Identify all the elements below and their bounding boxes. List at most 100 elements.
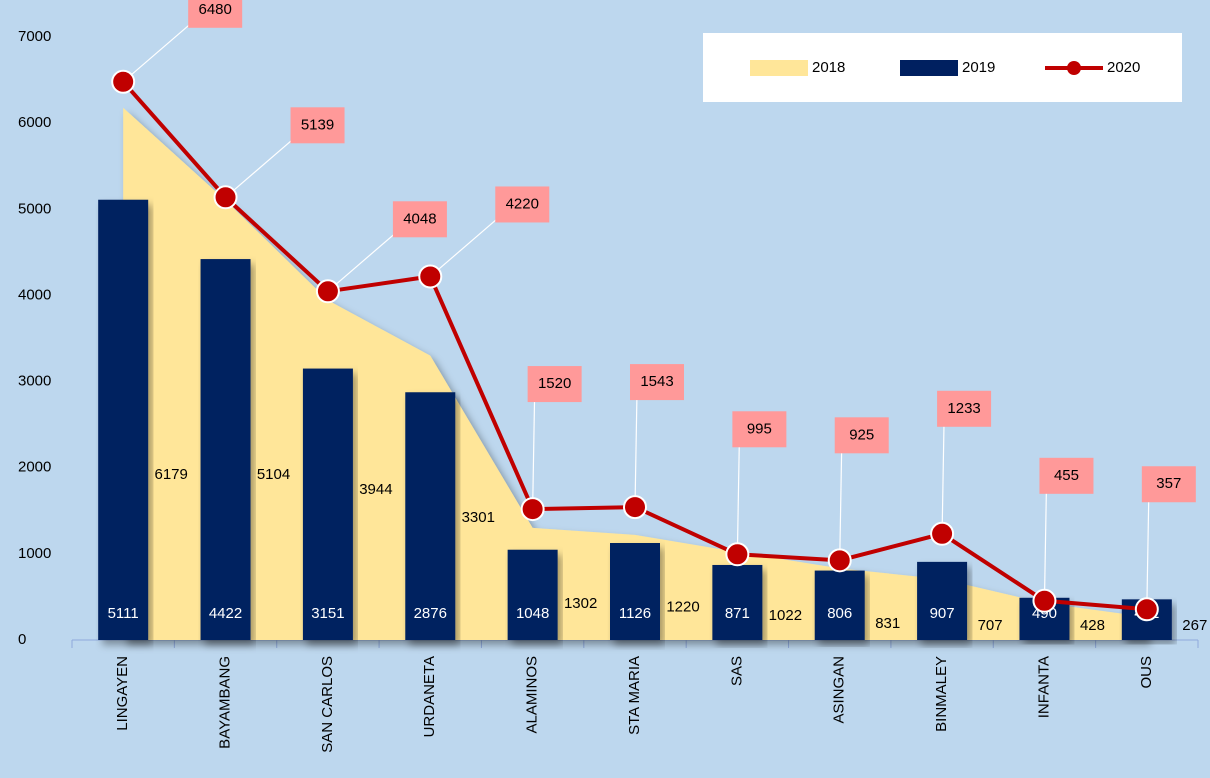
bar — [712, 564, 763, 640]
x-tick-label: OUS — [1138, 656, 1155, 689]
y-tick-label: 7000 — [18, 28, 51, 45]
data-label: 6179 — [154, 466, 187, 483]
label-box — [290, 107, 345, 144]
bar — [98, 199, 149, 640]
marker — [213, 185, 238, 210]
y-tick-label: 3000 — [18, 373, 51, 390]
data-label: 267 — [1182, 617, 1207, 634]
label-box — [527, 366, 582, 403]
label-box — [630, 364, 684, 401]
data-label: 6480 — [198, 1, 231, 18]
data-label: 4422 — [209, 605, 242, 622]
label-box — [937, 390, 992, 427]
data-label: 428 — [1080, 617, 1105, 634]
label-box — [834, 417, 889, 454]
data-label: 806 — [827, 605, 852, 622]
data-label: 907 — [930, 605, 955, 622]
data-label: 1048 — [516, 605, 549, 622]
bar — [302, 368, 353, 640]
label-box — [392, 201, 447, 238]
label-box — [732, 411, 787, 448]
marker — [930, 521, 955, 546]
data-label: 1022 — [769, 607, 802, 624]
x-tick-label: LINGAYEN — [114, 656, 131, 731]
y-tick-label: 6000 — [18, 114, 51, 131]
bar — [405, 392, 456, 640]
bar — [814, 570, 865, 640]
x-tick-label: SAN CARLOS — [319, 656, 336, 753]
bar — [917, 561, 968, 640]
marker — [1134, 597, 1159, 622]
bar — [507, 549, 558, 640]
x-tick-label: ASINGAN — [831, 656, 848, 724]
label-box — [495, 186, 550, 223]
leader-line — [429, 214, 503, 277]
marker — [315, 279, 340, 304]
leader-line — [736, 439, 740, 555]
legend-swatch — [1067, 61, 1081, 75]
label-box — [188, 0, 243, 28]
y-tick-label: 2000 — [18, 459, 51, 476]
x-tick-label: INFANTA — [1035, 656, 1052, 718]
marker — [725, 542, 750, 567]
bar — [200, 259, 251, 640]
data-label: 357 — [1156, 475, 1181, 492]
leader-line — [1146, 494, 1150, 610]
marker — [827, 548, 852, 573]
leader-line — [122, 19, 196, 83]
y-tick-label: 5000 — [18, 200, 51, 217]
data-label: 1302 — [564, 595, 597, 612]
leader-line — [1043, 485, 1048, 601]
area — [123, 107, 1147, 641]
x-tick-label: BINMALEY — [933, 656, 950, 732]
data-label: 1520 — [538, 375, 571, 392]
x-tick-label: SAS — [728, 656, 745, 686]
data-label: 925 — [849, 426, 874, 443]
data-label: 1220 — [666, 598, 699, 615]
data-label: 3301 — [462, 509, 495, 526]
x-tick-label: BAYAMBANG — [217, 656, 234, 749]
data-label: 4220 — [506, 195, 539, 212]
leader-line — [532, 394, 536, 510]
legend-label: 2018 — [812, 59, 845, 76]
data-label: 3151 — [311, 605, 344, 622]
data-label: 5104 — [257, 466, 290, 483]
data-label: 5139 — [301, 116, 334, 133]
marker — [111, 69, 136, 94]
data-label: 1233 — [947, 400, 980, 417]
legend-swatch — [750, 60, 808, 76]
label-box — [1141, 466, 1196, 503]
data-label: 3944 — [359, 481, 392, 498]
leader-line — [225, 134, 298, 198]
data-label: 1126 — [619, 605, 651, 622]
x-tick-label: URDANETA — [421, 656, 438, 737]
bar — [610, 543, 660, 640]
data-label: 871 — [725, 605, 750, 622]
y-tick-label: 0 — [18, 631, 26, 648]
label-box — [1039, 457, 1094, 494]
data-label: 831 — [875, 615, 900, 632]
marker — [1032, 588, 1057, 613]
marker — [520, 497, 545, 522]
marker — [418, 264, 443, 289]
y-tick-label: 4000 — [18, 286, 51, 303]
legend-swatch — [900, 60, 958, 76]
data-label: 1543 — [640, 373, 673, 390]
data-label: 707 — [978, 617, 1003, 634]
marker — [623, 495, 647, 520]
leader-line — [327, 228, 401, 292]
x-tick-label: STA MARIA — [626, 656, 643, 735]
data-label: 4048 — [403, 210, 436, 227]
data-label: 2876 — [414, 605, 447, 622]
leader-line — [839, 445, 843, 561]
data-label: 5111 — [108, 605, 139, 622]
data-label: 995 — [747, 420, 772, 437]
x-tick-label: ALAMINOS — [524, 656, 541, 734]
y-tick-label: 1000 — [18, 545, 51, 562]
data-label: 455 — [1054, 467, 1079, 484]
leader-line — [941, 418, 945, 534]
leader-line — [634, 392, 638, 508]
legend-label: 2020 — [1107, 59, 1140, 76]
legend-label: 2019 — [962, 59, 995, 76]
